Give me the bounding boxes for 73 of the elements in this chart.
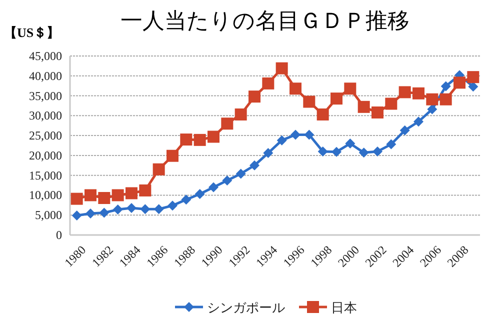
point: [70, 192, 83, 205]
point: [414, 116, 424, 127]
point: [440, 93, 452, 106]
legend-label: シンガポール: [207, 300, 285, 315]
point: [139, 184, 152, 196]
point: [358, 148, 369, 158]
y-tick-label: 5,000: [35, 208, 62, 222]
point: [345, 138, 356, 149]
point: [222, 176, 232, 186]
point: [303, 96, 316, 108]
point: [180, 134, 192, 146]
point: [426, 93, 438, 106]
legend-label: 日本: [331, 300, 357, 315]
point: [316, 108, 329, 120]
y-tick-label: 0: [56, 228, 62, 242]
point: [276, 135, 287, 146]
y-axis-title: 【US＄】: [4, 25, 60, 40]
point: [290, 82, 302, 95]
point: [208, 182, 218, 192]
y-tick-label: 25,000: [29, 128, 62, 143]
point: [398, 86, 411, 98]
point: [166, 150, 178, 162]
point: [84, 189, 96, 202]
chart-title: 一人当たりの名目ＧＤＰ推移: [120, 8, 410, 33]
point: [440, 81, 451, 92]
point: [344, 82, 356, 95]
point: [72, 210, 82, 221]
point: [181, 194, 192, 205]
point: [330, 92, 342, 105]
point: [400, 125, 410, 136]
point: [372, 146, 382, 156]
point: [358, 100, 370, 113]
point: [126, 202, 136, 213]
point: [385, 98, 398, 110]
point: [248, 90, 260, 103]
point: [112, 189, 124, 202]
point: [86, 208, 96, 219]
point: [208, 130, 220, 143]
point: [98, 192, 110, 204]
y-tick-label: 15,000: [29, 168, 62, 182]
y-tick-label: 20,000: [29, 148, 62, 162]
point: [468, 82, 478, 92]
y-tick-label: 35,000: [29, 88, 62, 103]
point: [140, 204, 150, 214]
y-tick-label: 40,000: [29, 68, 62, 83]
y-tick-label: 45,000: [29, 49, 62, 63]
point: [194, 134, 206, 146]
point: [99, 208, 110, 218]
point: [221, 118, 234, 130]
point: [290, 130, 300, 140]
point: [154, 204, 164, 214]
point: [386, 139, 396, 150]
y-tick-label: 30,000: [29, 108, 62, 123]
point: [234, 108, 247, 120]
point: [332, 146, 342, 157]
point: [250, 160, 260, 170]
point: [126, 187, 138, 200]
point: [467, 71, 480, 84]
point: [304, 130, 314, 140]
point: [236, 168, 246, 179]
point: [263, 148, 274, 158]
point: [454, 76, 466, 89]
point: [112, 204, 123, 215]
point: [412, 87, 424, 100]
point: [318, 146, 328, 156]
point: [194, 189, 205, 200]
y-tick-label: 10,000: [29, 188, 62, 202]
point: [262, 77, 274, 90]
point: [372, 106, 384, 118]
point: [168, 200, 178, 211]
point: [427, 104, 438, 114]
point: [152, 163, 165, 176]
point: [276, 62, 288, 74]
